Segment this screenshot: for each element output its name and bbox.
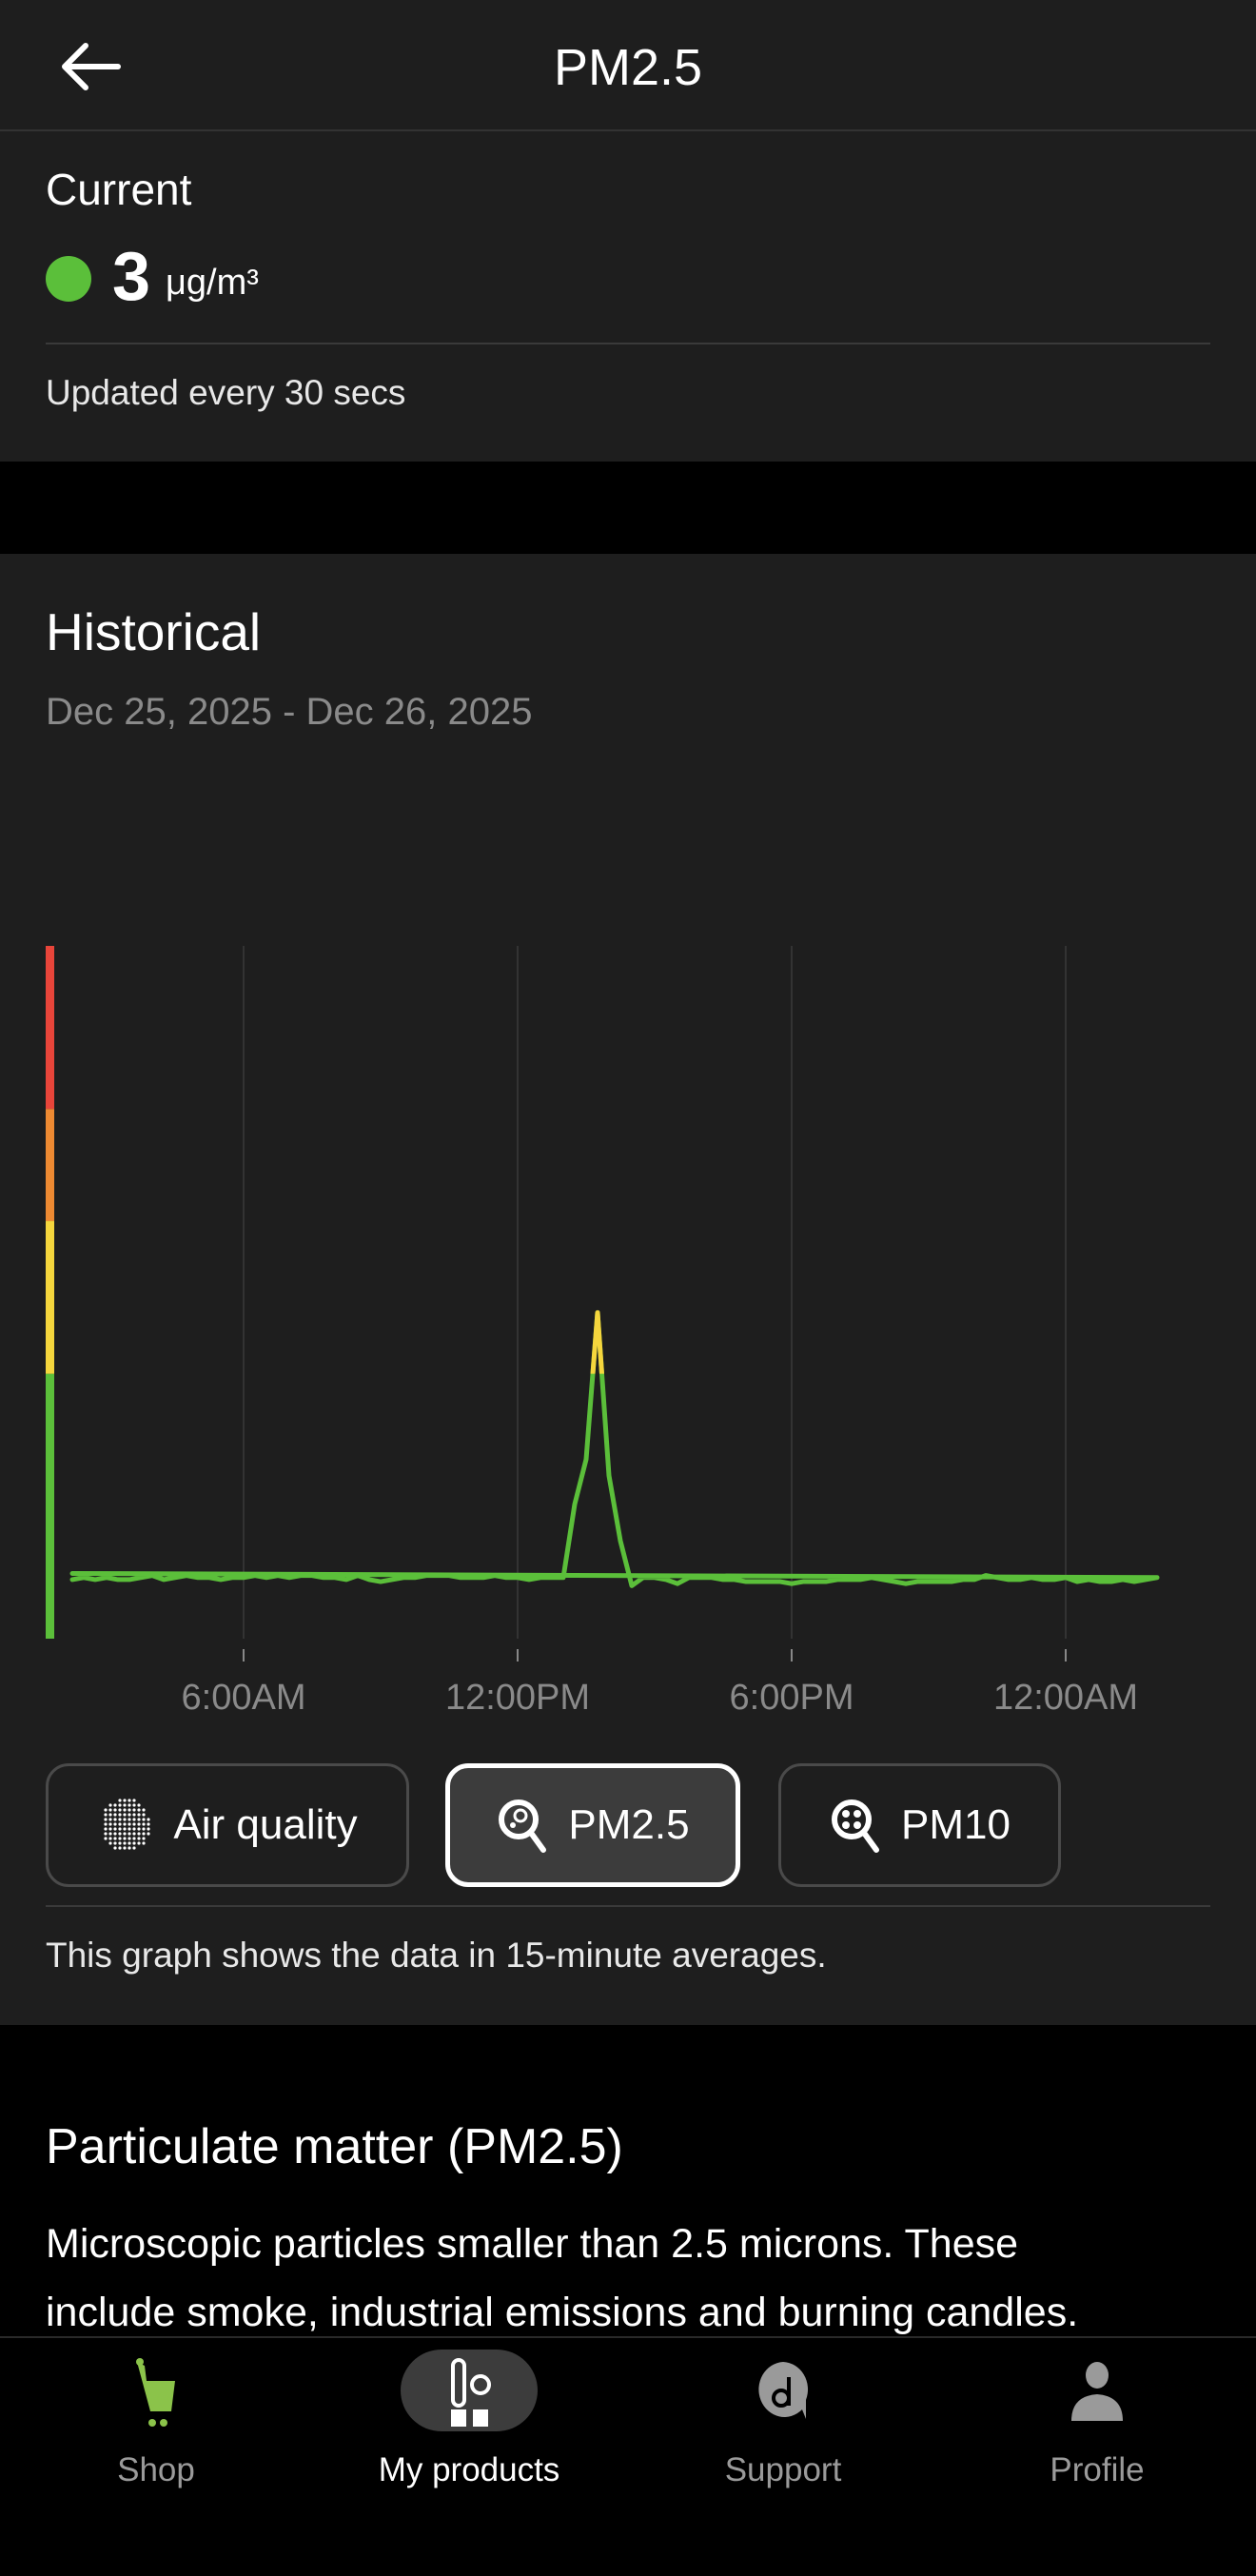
nav-label: Profile: [973, 2451, 1221, 2489]
current-unit: μg/m³: [166, 263, 259, 304]
pm25-magnifier-icon: [496, 1797, 549, 1854]
x-tick-label: 6:00PM: [730, 1678, 854, 1718]
cart-icon: [32, 2352, 280, 2429]
severity-band: [46, 1221, 54, 1374]
pm25-series-elevated-segment: [72, 1312, 1157, 1585]
support-icon: [659, 2352, 907, 2429]
date-range: Dec 25, 2025 - Dec 26, 2025: [46, 691, 532, 734]
my-products-icon: [345, 2352, 593, 2429]
chip-pm10[interactable]: PM10: [778, 1763, 1061, 1887]
chip-label: PM10: [901, 1801, 1011, 1849]
updated-text: Updated every 30 secs: [46, 373, 405, 413]
air-quality-dots-icon: [97, 1797, 154, 1854]
x-tick-label: 12:00AM: [993, 1678, 1138, 1718]
x-tick-label: 12:00PM: [445, 1678, 590, 1718]
chip-air-quality[interactable]: Air quality: [46, 1763, 409, 1887]
graph-footnote: This graph shows the data in 15-minute a…: [46, 1936, 827, 1976]
chip-label: PM2.5: [568, 1801, 689, 1849]
bottom-nav: Shop My products Support Profile: [0, 2336, 1256, 2576]
header: PM2.5: [0, 0, 1256, 131]
nav-label: Shop: [32, 2451, 280, 2489]
info-description-line: include smoke, industrial emissions and …: [46, 2290, 1078, 2336]
nav-label: My products: [345, 2451, 593, 2489]
page-title: PM2.5: [0, 38, 1256, 97]
profile-icon: [973, 2352, 1221, 2429]
divider: [46, 343, 1210, 344]
pm25-series-line: [72, 1312, 1157, 1585]
current-section: Current 3 μg/m³ Updated every 30 secs: [0, 131, 1256, 462]
severity-band: [46, 1374, 54, 1639]
info-heading: Particulate matter (PM2.5): [46, 2118, 623, 2175]
status-dot: [46, 256, 91, 302]
nav-label: Support: [659, 2451, 907, 2489]
chip-pm25[interactable]: PM2.5: [445, 1763, 740, 1887]
severity-band: [46, 1109, 54, 1221]
info-description-line: Microscopic particles smaller than 2.5 m…: [46, 2221, 1018, 2268]
current-value: 3: [112, 238, 150, 316]
pm10-magnifier-icon: [829, 1797, 882, 1854]
chip-label: Air quality: [173, 1801, 357, 1849]
current-heading: Current: [46, 164, 191, 215]
pm25-history-chart[interactable]: 6:00AM 12:00PM 6:00PM 12:00AM: [0, 914, 1256, 1732]
historical-heading: Historical: [46, 601, 261, 662]
x-tick-label: 6:00AM: [182, 1678, 306, 1718]
severity-band: [46, 946, 54, 1109]
divider: [46, 1905, 1210, 1907]
